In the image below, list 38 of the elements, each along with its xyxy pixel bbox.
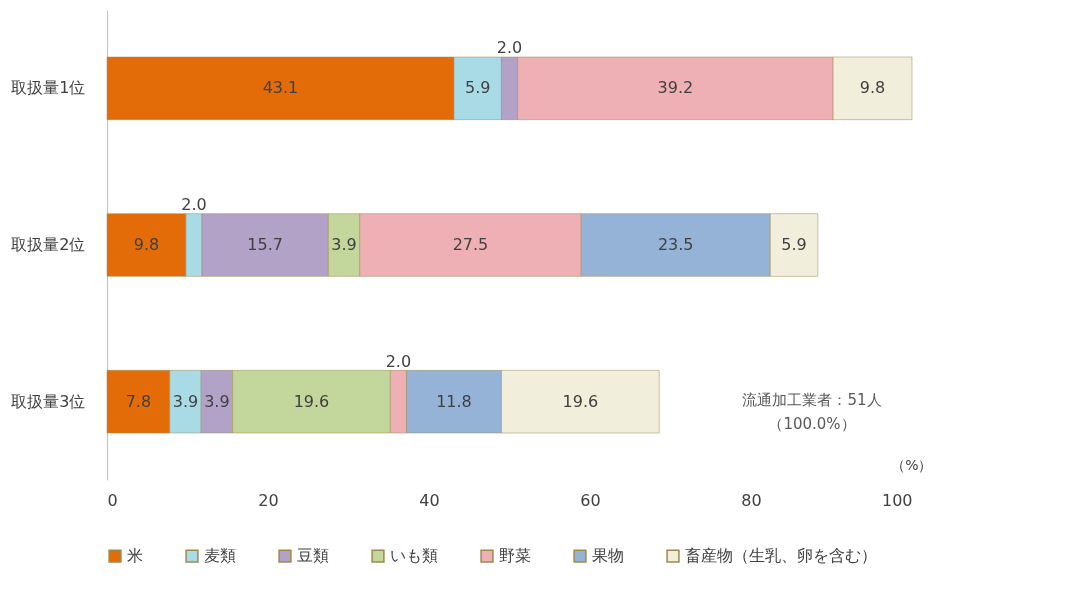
x-tick-label: 80: [741, 490, 762, 510]
x-tick-label: 20: [258, 490, 279, 510]
x-tick-label: 40: [419, 490, 440, 510]
data-label: 3.9: [172, 391, 199, 411]
data-label: 43.1: [262, 78, 299, 98]
legend-label: 麦類: [204, 546, 236, 566]
data-label: 23.5: [657, 235, 694, 254]
y-tick-label: 取扱量1位: [11, 78, 86, 98]
annotation: 流通加工業者：51人: [742, 391, 882, 409]
legend-label: 畜産物（生乳、卵を含む）: [685, 546, 877, 566]
data-label: 15.7: [247, 235, 283, 254]
data-label: 2.0: [181, 195, 207, 214]
legend-label: 果物: [592, 546, 624, 566]
annotation: （100.0%）: [768, 415, 856, 433]
data-label: 9.8: [133, 235, 160, 254]
data-label: 19.6: [562, 391, 599, 411]
data-label: 19.6: [293, 391, 330, 411]
legend-label: 米: [127, 546, 143, 566]
data-label: 7.8: [125, 391, 152, 411]
data-label: 9.8: [859, 78, 886, 98]
data-label: 5.9: [464, 78, 491, 98]
legend-label: 野菜: [499, 546, 531, 566]
data-label: 11.8: [436, 391, 472, 411]
data-label: 27.5: [452, 235, 489, 254]
y-tick-label: 取扱量3位: [11, 391, 86, 411]
x-axis-title: （%）: [891, 456, 933, 473]
x-tick-label: 60: [580, 490, 601, 510]
data-label: 2.0: [385, 351, 412, 371]
x-tick-label: 0: [107, 490, 118, 510]
legend-label: いも類: [390, 546, 438, 566]
x-tick-label: 100: [881, 490, 913, 510]
data-label: 2.0: [496, 38, 523, 58]
data-label: 3.9: [331, 235, 357, 254]
data-label: 39.2: [657, 78, 694, 98]
data-label: 5.9: [781, 235, 807, 254]
legend-label: 豆類: [297, 546, 329, 566]
y-tick-label: 取扱量2位: [11, 235, 86, 254]
data-label: 3.9: [204, 391, 230, 411]
